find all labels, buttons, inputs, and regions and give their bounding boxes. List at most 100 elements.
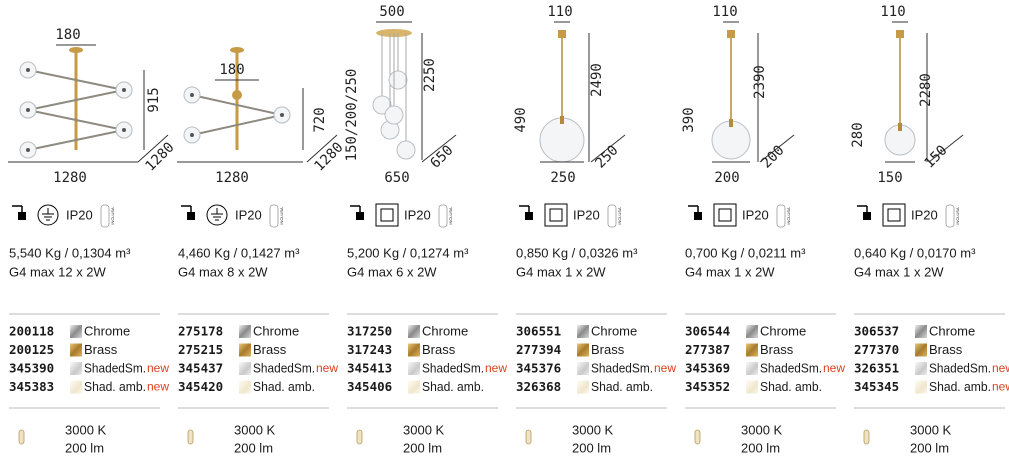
lamp-spec: G4 max 12 x 2W	[9, 264, 107, 279]
class2-symbol	[713, 203, 737, 227]
dimension-label: 200	[758, 142, 787, 171]
dimension-label: 2250	[422, 58, 438, 92]
arm	[27, 109, 125, 131]
product-code: 317250	[347, 324, 392, 339]
bulb-dot	[122, 88, 126, 92]
lamp-included: INCLUSA	[448, 207, 453, 225]
luminous-flux: 200 lm	[65, 440, 104, 455]
finish: ShadedSm.	[929, 360, 991, 375]
finish-swatch	[239, 380, 251, 394]
pendant-symbol	[356, 212, 364, 220]
finish: ShadedSm.	[422, 360, 484, 375]
ip-rating: IP20	[742, 207, 769, 222]
finish-swatch	[577, 343, 589, 357]
weight-volume: 0,640 Kg / 0,0170 m³	[854, 245, 976, 260]
weight-volume: 0,700 Kg / 0,0211 m³	[685, 245, 806, 260]
finish-swatch	[746, 362, 758, 375]
dimension-label: 180	[219, 62, 244, 78]
bulb-icon	[18, 429, 25, 445]
dimension-label: 2390	[752, 65, 768, 99]
class2-symbol	[718, 208, 732, 222]
product-code: 345406	[347, 379, 392, 394]
lamp-included: INCLUSA	[279, 207, 284, 225]
product-code: 326368	[516, 379, 561, 394]
finish-swatch	[70, 343, 82, 357]
dimension-label: 650	[427, 142, 456, 171]
dimension-label: 150	[877, 170, 902, 186]
lamp-included-icon	[776, 204, 786, 228]
bulb-dot	[190, 133, 194, 137]
class2-symbol	[882, 203, 906, 227]
pendant-symbol	[863, 212, 871, 220]
class2-symbol	[544, 203, 568, 227]
finish-swatch	[239, 362, 251, 375]
arm	[191, 94, 283, 116]
finish-swatch	[915, 325, 927, 338]
lamp-included: INCLUSA	[110, 207, 115, 225]
weight-volume: 0,850 Kg / 0,0326 m³	[516, 245, 638, 260]
dimension-label: 650	[384, 170, 409, 186]
canopy	[69, 47, 83, 53]
dim-line	[928, 134, 964, 163]
finish-swatch	[915, 380, 927, 394]
dimension-label: 2490	[589, 63, 605, 97]
finish: Chrome	[591, 323, 637, 338]
finish-swatch	[746, 343, 758, 357]
bulb-dot	[280, 113, 284, 117]
new-badge: new	[485, 361, 507, 375]
bulb-icon	[187, 429, 194, 445]
globe	[396, 140, 416, 160]
finish-swatch	[70, 380, 82, 394]
lamp-spec: G4 max 8 x 2W	[178, 264, 268, 279]
dimension-label: 150	[921, 142, 950, 171]
pendant-symbol	[18, 212, 26, 220]
lamp-holder	[729, 119, 733, 127]
product-code: 326351	[854, 361, 899, 376]
bulb-dot	[190, 93, 194, 97]
dimension-label: 250	[550, 170, 575, 186]
lamp-included-icon	[100, 204, 110, 228]
lamp-spec: G4 max 1 x 2W	[685, 264, 775, 279]
bulb-dot	[26, 108, 30, 112]
pendant-symbol	[525, 212, 533, 220]
finish: Shad. amb.	[760, 379, 822, 394]
luminous-flux: 200 lm	[234, 440, 273, 455]
dimension-label: 2280	[918, 73, 934, 107]
globe	[384, 105, 404, 125]
lamp-holder	[560, 116, 564, 124]
finish-swatch	[915, 362, 927, 375]
earth-symbol	[37, 204, 59, 226]
lamp-included-icon	[269, 204, 279, 228]
finish: Chrome	[422, 323, 468, 338]
finish: Shad. amb.	[929, 379, 991, 394]
new-badge: new	[823, 361, 845, 375]
finish-swatch	[408, 343, 420, 357]
finish: Shad. amb.	[422, 379, 484, 394]
dimension-label: 1280	[142, 139, 177, 174]
class2-symbol	[549, 208, 563, 222]
class2-symbol	[375, 203, 399, 227]
dim-line	[590, 134, 626, 163]
dimension-label: 390	[681, 107, 697, 132]
new-badge: new	[147, 361, 169, 375]
bulb-dot	[26, 148, 30, 152]
canopy	[727, 30, 735, 38]
luminous-flux: 200 lm	[572, 440, 611, 455]
new-badge: new	[654, 361, 676, 375]
lamp-spec: G4 max 1 x 2W	[854, 264, 944, 279]
lamp-included: INCLUSA	[955, 207, 960, 225]
lamp-included: INCLUSA	[617, 207, 622, 225]
earth-symbol	[206, 204, 228, 226]
arm	[27, 89, 125, 111]
product-code: 345413	[347, 361, 392, 376]
globe	[388, 70, 408, 90]
dimension-label: 500	[379, 4, 404, 20]
color-temperature: 3000 K	[910, 422, 952, 437]
finish-swatch	[408, 325, 420, 338]
luminous-flux: 200 lm	[403, 440, 442, 455]
finish-swatch	[70, 325, 82, 338]
dim-line	[759, 134, 795, 163]
finish-swatch	[408, 380, 420, 394]
